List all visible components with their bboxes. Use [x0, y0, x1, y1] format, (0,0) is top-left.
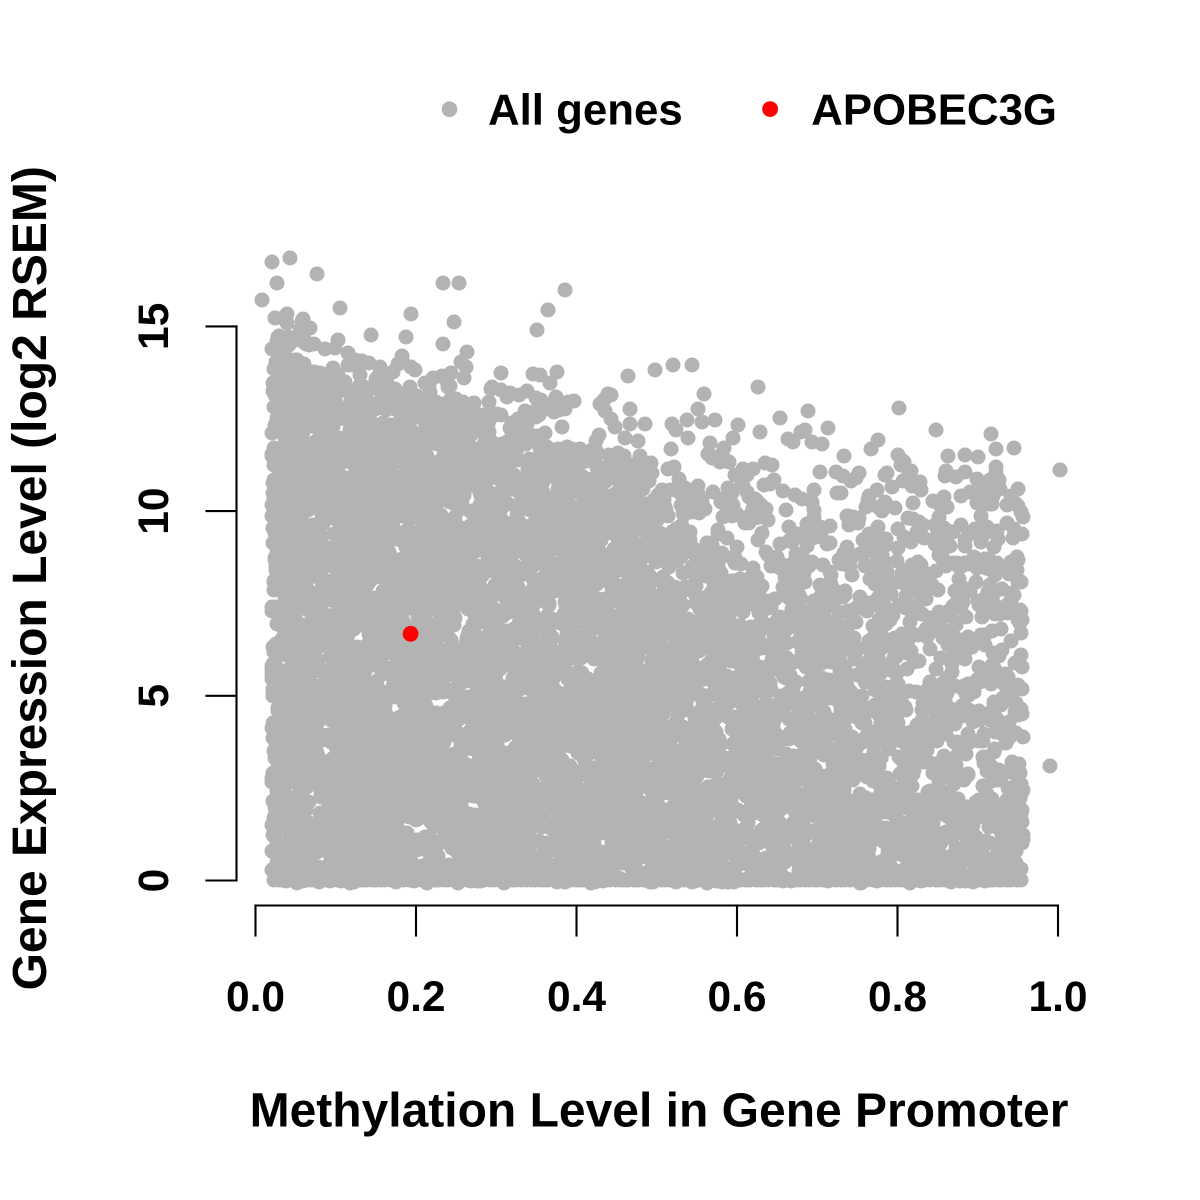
svg-text:0.8: 0.8	[868, 974, 927, 1021]
svg-text:Methylation Level in Gene Prom: Methylation Level in Gene Promoter	[250, 1084, 1069, 1137]
svg-text:10: 10	[131, 487, 178, 534]
svg-text:0.6: 0.6	[707, 974, 766, 1021]
svg-text:0.4: 0.4	[547, 974, 606, 1021]
svg-text:1.0: 1.0	[1028, 974, 1087, 1021]
svg-text:0.2: 0.2	[386, 974, 445, 1021]
svg-text:All genes: All genes	[488, 86, 683, 135]
svg-text:Gene Expression Level (log2 RS: Gene Expression Level (log2 RSEM)	[4, 166, 57, 990]
svg-text:0.0: 0.0	[226, 974, 285, 1021]
svg-text:5: 5	[131, 684, 178, 708]
svg-text:APOBEC3G: APOBEC3G	[811, 86, 1057, 135]
svg-text:15: 15	[131, 303, 178, 350]
svg-text:0: 0	[131, 869, 178, 893]
